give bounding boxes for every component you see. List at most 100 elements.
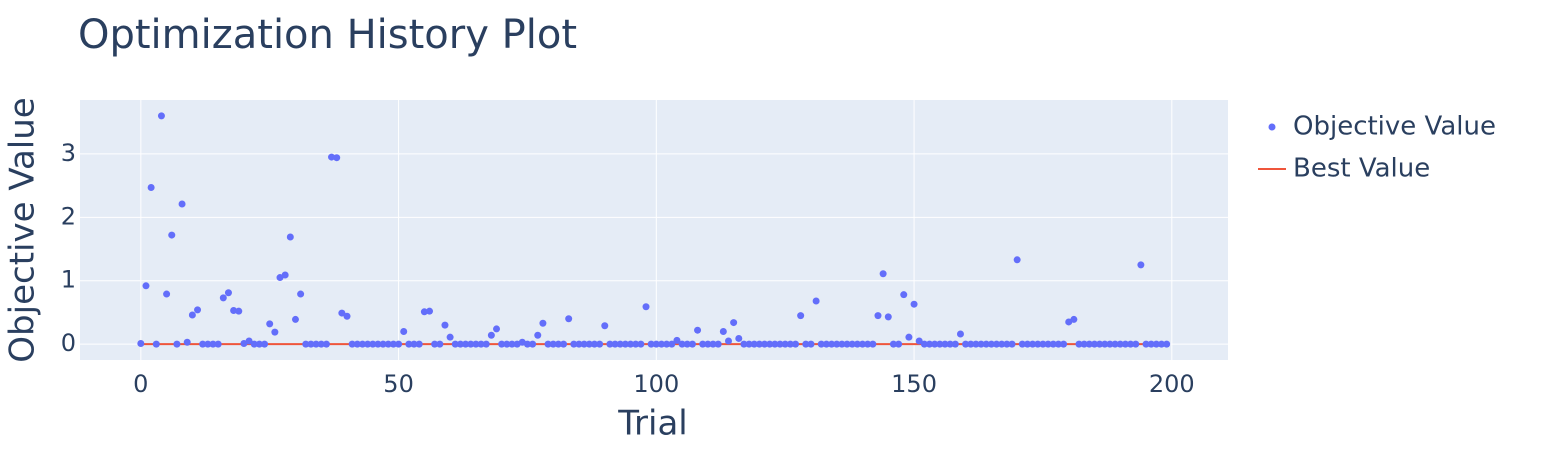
objective-point xyxy=(1152,340,1160,348)
objective-point xyxy=(699,340,707,348)
legend: Objective Value Best Value xyxy=(1258,112,1496,184)
objective-point xyxy=(967,340,975,348)
objective-point xyxy=(348,340,356,348)
objective-point xyxy=(209,340,217,348)
objective-point xyxy=(498,340,506,348)
objective-point xyxy=(724,337,732,345)
objective-point xyxy=(137,340,145,348)
y-tick-label: 2 xyxy=(61,202,76,230)
objective-point xyxy=(1049,340,1057,348)
objective-point xyxy=(688,340,696,348)
legend-label: Objective Value xyxy=(1293,112,1496,142)
objective-point xyxy=(843,340,851,348)
objective-point xyxy=(523,340,531,348)
objective-point xyxy=(637,340,645,348)
x-tick-label: 200 xyxy=(1149,370,1195,398)
objective-point xyxy=(266,320,274,328)
objective-point xyxy=(920,340,928,348)
objective-point xyxy=(183,338,191,346)
objective-point xyxy=(358,340,366,348)
objective-point xyxy=(1034,340,1042,348)
objective-point xyxy=(544,340,552,348)
objective-point xyxy=(611,340,619,348)
objective-point xyxy=(312,340,320,348)
objective-point xyxy=(369,340,377,348)
objective-point xyxy=(1142,340,1150,348)
objective-point xyxy=(482,340,490,348)
objective-point xyxy=(915,337,923,345)
objective-point xyxy=(560,340,568,348)
objective-point xyxy=(431,340,439,348)
objective-point xyxy=(255,340,263,348)
objective-point xyxy=(972,340,980,348)
objective-point xyxy=(993,340,1001,348)
objective-point xyxy=(1075,340,1083,348)
objective-point xyxy=(163,290,171,298)
objective-point xyxy=(797,312,805,320)
objective-point xyxy=(297,290,305,298)
objective-point xyxy=(1018,340,1026,348)
objective-point xyxy=(792,340,800,348)
objective-point xyxy=(998,340,1006,348)
objective-point xyxy=(704,340,712,348)
objective-point xyxy=(493,325,501,333)
objective-point xyxy=(859,340,867,348)
objective-point xyxy=(621,340,629,348)
objective-point xyxy=(1158,340,1166,348)
y-tick-label: 3 xyxy=(61,139,76,167)
objective-point xyxy=(1137,261,1145,269)
objective-point xyxy=(936,340,944,348)
objective-point xyxy=(766,340,774,348)
objective-point xyxy=(214,340,222,348)
objective-point xyxy=(1096,340,1104,348)
objective-point xyxy=(1023,340,1031,348)
objective-point xyxy=(864,340,872,348)
legend-marker xyxy=(1268,123,1276,131)
objective-point xyxy=(956,330,964,338)
objective-point xyxy=(755,340,763,348)
objective-point xyxy=(730,319,738,327)
objective-point xyxy=(750,340,758,348)
objective-point xyxy=(415,340,423,348)
objective-point xyxy=(817,340,825,348)
objective-point xyxy=(812,297,820,305)
objective-point xyxy=(168,231,176,239)
objective-point xyxy=(281,271,289,279)
objective-point xyxy=(895,340,903,348)
objective-point xyxy=(987,340,995,348)
x-axis-title: Trial xyxy=(617,404,687,444)
objective-point xyxy=(291,315,299,323)
objective-point xyxy=(673,336,681,344)
objective-point xyxy=(879,270,887,278)
objective-point xyxy=(549,340,557,348)
objective-point xyxy=(379,340,387,348)
objective-point xyxy=(338,309,346,317)
objective-point xyxy=(941,340,949,348)
objective-point xyxy=(534,331,542,339)
objective-point xyxy=(446,333,454,341)
objective-point xyxy=(848,340,856,348)
objective-point xyxy=(951,340,959,348)
objective-point xyxy=(343,312,351,320)
objective-point xyxy=(663,340,671,348)
objective-point xyxy=(1085,340,1093,348)
objective-point xyxy=(627,340,635,348)
objective-point xyxy=(694,326,702,334)
objective-point xyxy=(874,312,882,320)
objective-point xyxy=(147,184,155,192)
objective-point xyxy=(405,340,413,348)
objective-point xyxy=(1044,340,1052,348)
objective-point xyxy=(353,340,361,348)
legend-label: Best Value xyxy=(1293,154,1430,184)
objective-point xyxy=(364,340,372,348)
objective-point xyxy=(333,154,341,162)
grid: 0 50 100 150 200 0 1 2 3 xyxy=(61,100,1228,398)
objective-point xyxy=(328,153,336,161)
objective-point xyxy=(1106,340,1114,348)
objective-point xyxy=(1029,340,1037,348)
objective-point xyxy=(395,340,403,348)
objective-point xyxy=(194,306,202,314)
objective-point xyxy=(462,340,470,348)
objective-point xyxy=(1116,340,1124,348)
objective-point xyxy=(931,340,939,348)
